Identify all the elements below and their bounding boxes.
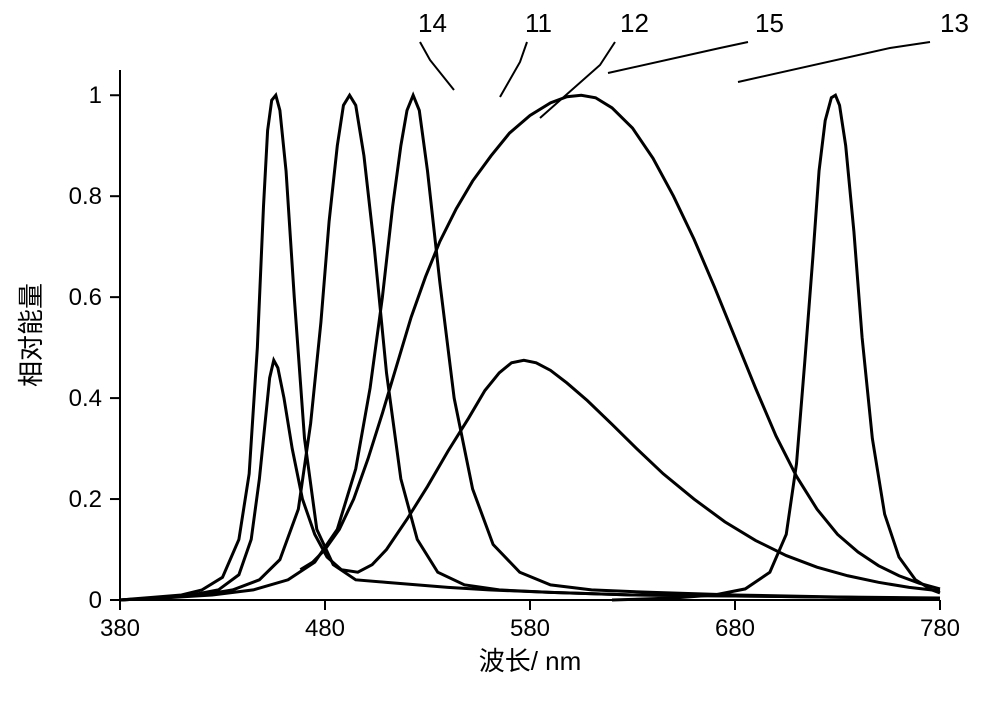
callout-label: 11 [525,8,552,38]
callout-line [500,42,527,97]
x-tick-label: 580 [510,615,550,642]
y-tick-label: 0.2 [69,486,102,513]
y-axis-label: 相对能量 [16,283,46,387]
x-axis-label: 波长/ nm [479,646,582,676]
x-tick-label: 480 [305,615,345,642]
x-tick-label: 680 [715,615,755,642]
x-tick-label: 380 [100,615,140,642]
curve-14 [120,95,940,600]
curve-11 [120,95,940,600]
callout-label: 14 [418,8,447,38]
y-tick-label: 0.4 [69,385,102,412]
callout-label: 12 [620,8,649,38]
callout-label: 15 [755,8,784,38]
y-tick-label: 0.8 [69,183,102,210]
callout-line [420,42,454,90]
y-tick-label: 0.6 [69,284,102,311]
callout-label: 13 [940,8,969,38]
callout-line [608,42,748,73]
callout-line [738,42,930,82]
x-tick-label: 780 [920,615,960,642]
curve-12 [120,95,940,600]
spectral-chart: 380 480 580 680 780 0 0.2 0.4 0.6 0.8 1 波长/ nm 相对能量 1… [0,0,1000,721]
y-tick-label: 0 [89,587,102,614]
y-tick-label: 1 [89,82,102,109]
callout-line [540,42,615,118]
curve-15-lead [120,360,940,600]
